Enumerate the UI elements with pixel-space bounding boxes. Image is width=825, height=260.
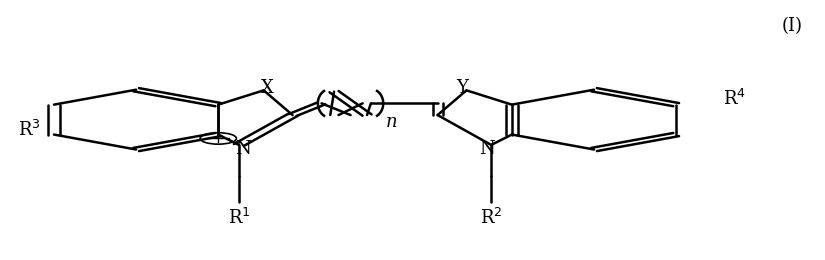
Text: R$^3$: R$^3$ [17,120,40,140]
Text: R$^4$: R$^4$ [723,89,746,109]
Text: X: X [262,79,274,97]
Text: (I): (I) [781,17,803,35]
Text: Y: Y [456,79,469,97]
Text: R$^2$: R$^2$ [480,208,502,228]
Text: N: N [235,140,251,158]
Text: N: N [479,140,495,158]
Text: R$^1$: R$^1$ [228,208,250,228]
Text: n: n [385,113,398,131]
